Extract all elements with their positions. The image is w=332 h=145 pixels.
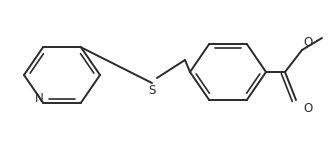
Text: N: N: [35, 92, 43, 105]
Text: S: S: [148, 85, 156, 97]
Text: O: O: [303, 102, 313, 115]
Text: O: O: [303, 36, 313, 48]
